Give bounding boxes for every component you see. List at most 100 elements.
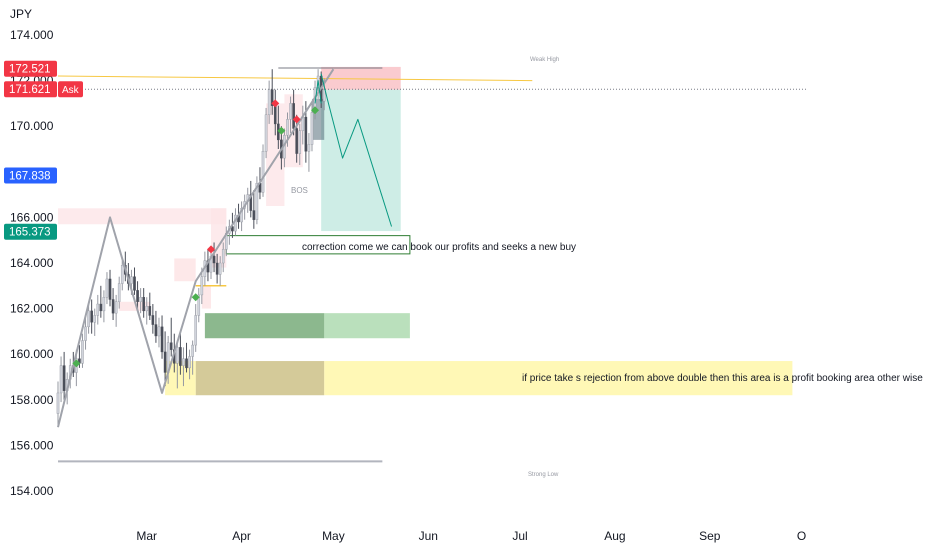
- candle: [179, 333, 182, 375]
- candle-body: [295, 128, 298, 154]
- line-yellow-level: [57, 75, 533, 82]
- zone-supply: [201, 285, 211, 309]
- candle-body: [169, 342, 173, 350]
- candle-body: [108, 278, 112, 300]
- candle-body: [185, 358, 188, 369]
- candle-body: [292, 103, 295, 129]
- candle-body: [142, 297, 145, 312]
- signal-marker: [292, 115, 301, 124]
- candle-body: [154, 324, 158, 337]
- price-tag: 167.838: [4, 167, 57, 184]
- price-tag: 171.621 Ask: [4, 81, 83, 98]
- candle-body: [176, 347, 179, 364]
- candle-body: [90, 310, 93, 323]
- candle: [154, 310, 158, 343]
- y-tick-label: 166.000: [10, 210, 54, 224]
- candle: [105, 272, 109, 305]
- candle-body: [286, 119, 289, 136]
- y-tick-label: 156.000: [10, 438, 54, 452]
- candle-body: [289, 103, 292, 120]
- candle: [56, 381, 60, 428]
- candle-body: [62, 365, 66, 391]
- bos-label: BOS: [291, 186, 308, 195]
- candle: [99, 285, 103, 318]
- candle: [191, 340, 194, 375]
- signal-marker: [207, 245, 215, 254]
- price-tag-label: 171.621: [9, 84, 51, 96]
- candle: [185, 342, 188, 373]
- candle: [133, 267, 136, 295]
- candle-body: [261, 151, 265, 193]
- candle: [240, 201, 243, 232]
- signal-marker: [191, 293, 200, 302]
- x-tick-label: Jul: [512, 529, 527, 543]
- zone-supply: [119, 301, 150, 311]
- candle-body: [182, 358, 185, 366]
- candle-body: [93, 315, 97, 323]
- candle-body: [322, 89, 326, 102]
- candle-body: [197, 294, 201, 316]
- candle: [176, 340, 179, 389]
- candle-body: [117, 283, 121, 302]
- price-tag-label: 167.838: [9, 170, 51, 182]
- candle: [90, 299, 93, 334]
- candle-body: [310, 112, 314, 145]
- x-axis: Mar Apr May Jun Jul Aug Sep O: [136, 529, 806, 543]
- y-tick-label: 160.000: [10, 347, 54, 361]
- candle-body: [105, 278, 109, 298]
- x-tick-label: Sep: [699, 529, 721, 543]
- candle: [298, 123, 302, 165]
- candle-body: [188, 356, 191, 369]
- candle: [145, 297, 149, 325]
- zone-supply: [58, 208, 227, 225]
- candle-body: [102, 297, 106, 312]
- candle-body: [87, 310, 90, 328]
- signal-marker: [311, 106, 320, 115]
- candle: [142, 288, 145, 318]
- price-tags: 172.521 171.621 Ask 167.838 165.373: [4, 60, 83, 240]
- candle: [188, 349, 191, 380]
- currency-label: JPY: [10, 7, 32, 21]
- candle-body: [255, 182, 259, 220]
- candle: [114, 294, 118, 327]
- candle-body: [114, 301, 118, 314]
- candle: [218, 256, 222, 286]
- zone-yellow-light: [324, 361, 793, 396]
- candle-body: [157, 326, 161, 337]
- price-tag-label: 165.373: [9, 227, 51, 239]
- candle: [212, 242, 216, 273]
- candle: [139, 288, 142, 314]
- candle: [163, 331, 167, 387]
- candle: [120, 260, 124, 291]
- y-tick-label: 154.000: [10, 484, 54, 498]
- x-tick-label: May: [322, 529, 345, 543]
- polyline-triangle: [314, 80, 322, 104]
- candle-body: [212, 255, 216, 264]
- candle: [148, 292, 152, 320]
- candle-body: [191, 344, 194, 357]
- candle: [93, 308, 97, 336]
- candle-body: [139, 297, 142, 302]
- candle-body: [264, 114, 268, 152]
- overlay-zones: [58, 66, 793, 396]
- candle-body: [273, 105, 277, 125]
- y-tick-label: 170.000: [10, 119, 54, 133]
- candle: [310, 103, 314, 152]
- strong-low-label: Strong Low: [528, 472, 559, 478]
- candle-body: [151, 315, 155, 325]
- signal-marker: [271, 99, 280, 108]
- candle: [108, 269, 112, 307]
- candle-body: [194, 315, 198, 346]
- price-tag-label: 172.521: [9, 64, 51, 76]
- polyline-projection: [320, 73, 393, 227]
- candle: [182, 347, 185, 387]
- candle: [197, 288, 201, 323]
- candle-body: [252, 210, 256, 220]
- candle-body: [111, 299, 115, 314]
- candle-body: [298, 130, 302, 154]
- candle: [151, 304, 155, 334]
- candle-body: [200, 276, 204, 296]
- candle-body: [160, 326, 164, 353]
